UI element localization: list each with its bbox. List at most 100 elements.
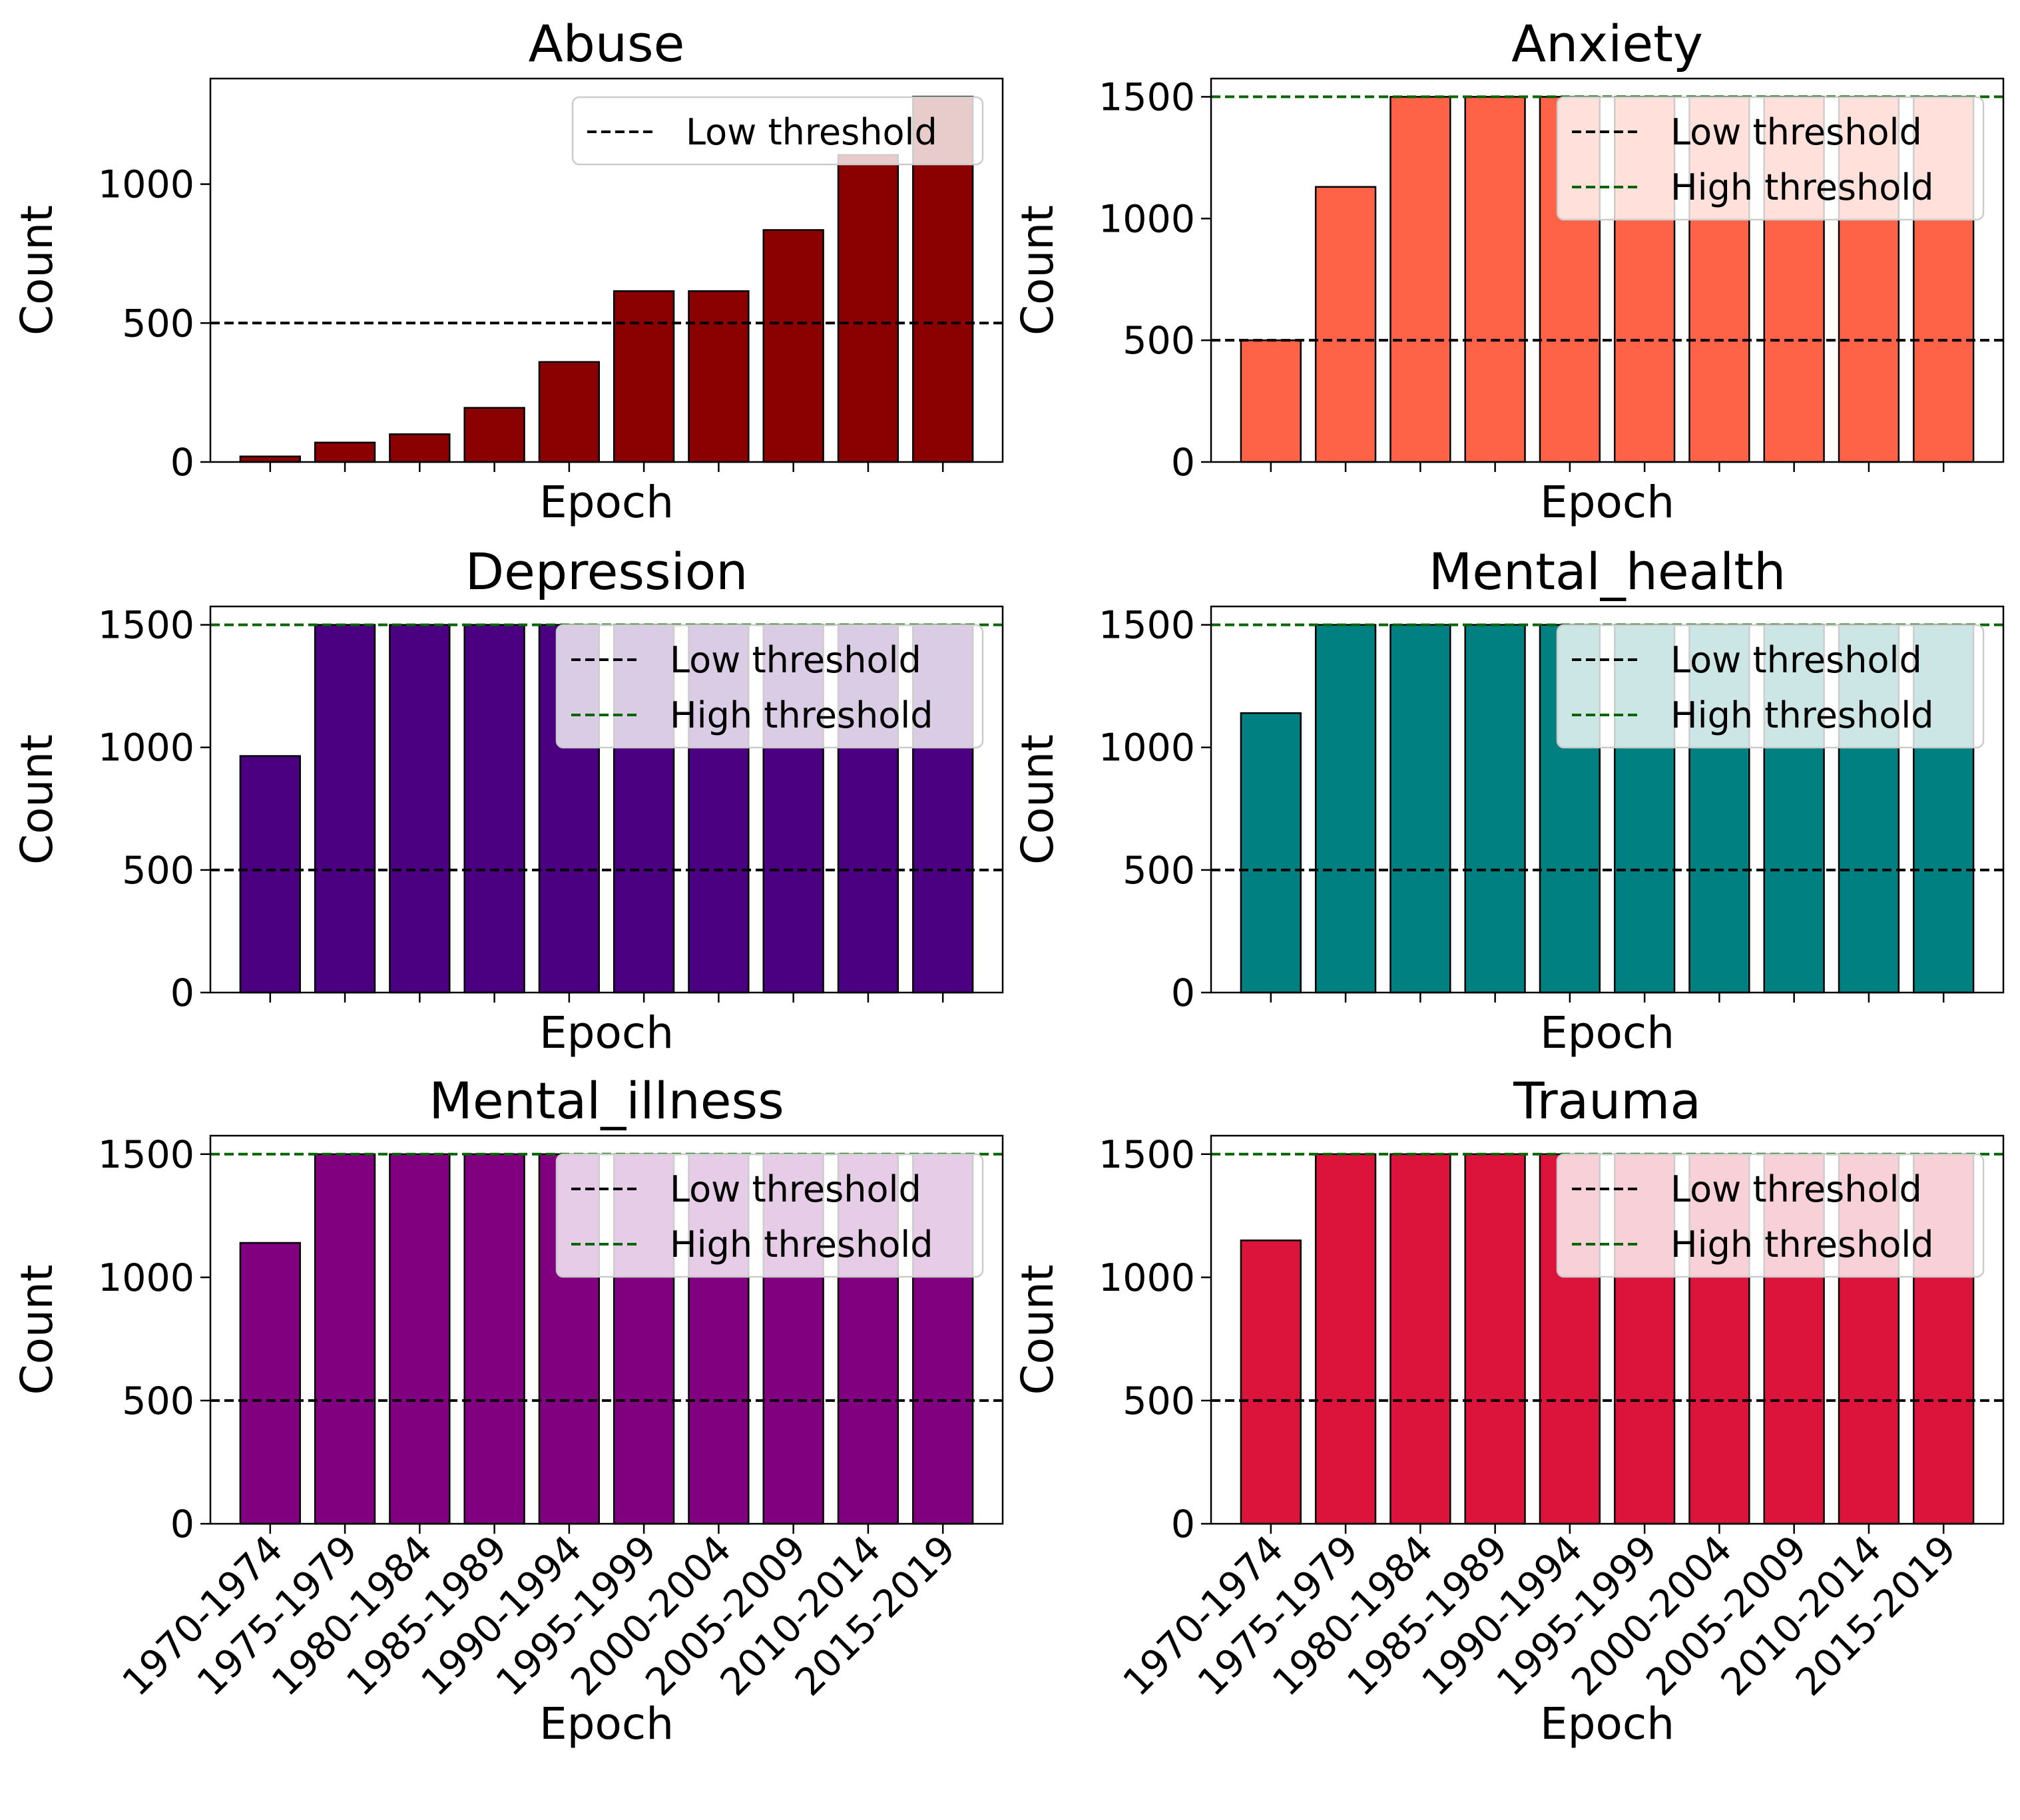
subplot-depression: Depression 0 500 1000 1500 Epoch Count Low thre… xyxy=(11,542,1004,1058)
plot-frame xyxy=(209,1134,1004,1525)
legend: Low threshold High threshold xyxy=(1556,624,1985,749)
bar-1970-1974 xyxy=(239,1242,301,1525)
y-tick-label: 1500 xyxy=(1099,1133,1195,1177)
y-axis-label: Count xyxy=(11,1264,63,1395)
plot-frame xyxy=(209,77,1004,463)
legend: Low threshold High threshold xyxy=(555,624,984,749)
chart-title: Abuse xyxy=(529,14,685,73)
bar-1970-1974 xyxy=(239,755,301,994)
legend-box xyxy=(1556,1153,1985,1278)
y-axis-label: Count xyxy=(11,734,63,865)
bar-1995-1999 xyxy=(613,290,675,463)
legend: Low threshold High threshold xyxy=(555,1153,984,1278)
bar-1990-1994 xyxy=(538,361,601,463)
y-tick-label: 0 xyxy=(170,971,194,1015)
bar-1980-1984 xyxy=(389,433,451,463)
bar-1970-1974 xyxy=(1240,712,1302,994)
bar-1985-1989 xyxy=(463,407,525,463)
subplot-trauma: Trauma0500100015001970-19741975-19791980… xyxy=(1012,1071,2005,1749)
plot-frame xyxy=(1210,77,2005,463)
y-tick-label: 0 xyxy=(170,441,194,485)
subplot-abuse: Abuse 0 500 1000 Epoch Count Low threshold xyxy=(11,14,1004,528)
y-tick-label: 1500 xyxy=(98,1133,194,1177)
legend-entry-low-threshold: Low threshold xyxy=(670,1168,921,1210)
legend-box xyxy=(571,96,984,166)
y-tick-label: 1500 xyxy=(98,604,194,648)
legend-entry-high-threshold: High threshold xyxy=(1670,694,1934,736)
legend-entry-high-threshold: High threshold xyxy=(1670,1224,1934,1265)
legend: Low threshold High threshold xyxy=(1556,1153,1985,1278)
legend-entry-low-threshold: Low threshold xyxy=(1670,111,1922,153)
legend: Low threshold High threshold xyxy=(1556,96,1985,221)
bar-1970-1974 xyxy=(1240,1240,1302,1525)
bar-1980-1984 xyxy=(1389,96,1451,463)
chart-title: Depression xyxy=(465,542,748,601)
x-axis-label: Epoch xyxy=(539,477,674,528)
legend-entry-low-threshold: Low threshold xyxy=(1670,639,1922,681)
y-tick-label: 1500 xyxy=(1099,604,1195,648)
subplot-mental-health: Mental_health 0 500 1000 1500 Epoch Count Low t… xyxy=(1012,542,2005,1058)
chart-title: Anxiety xyxy=(1511,14,1703,73)
y-tick-label: 1500 xyxy=(1099,75,1195,119)
y-tick-label: 1000 xyxy=(1099,726,1195,770)
y-tick-label: 0 xyxy=(1171,1502,1195,1546)
bar-1985-1989 xyxy=(1464,624,1526,994)
chart-title: Trauma xyxy=(1513,1071,1701,1130)
x-axis-label: Epoch xyxy=(1540,477,1674,528)
y-tick-label: 500 xyxy=(122,1379,194,1423)
chart-title: Mental_health xyxy=(1429,542,1786,601)
y-tick-label: 1000 xyxy=(98,1256,194,1300)
bar-1970-1974 xyxy=(239,455,301,463)
bar-1985-1989 xyxy=(463,1153,525,1525)
bar-1985-1989 xyxy=(463,624,525,994)
y-axis-label: Count xyxy=(1012,205,1063,336)
plot-frame xyxy=(1210,1134,2005,1525)
y-tick-label: 500 xyxy=(122,849,194,893)
y-tick-label: 0 xyxy=(1171,441,1195,485)
y-tick-label: 0 xyxy=(170,1502,194,1546)
bar-1975-1979 xyxy=(1314,1153,1377,1525)
legend-entry-high-threshold: High threshold xyxy=(670,1224,933,1265)
plot-frame xyxy=(1210,605,2005,994)
bar-1970-1974 xyxy=(1240,339,1302,463)
bar-2000-2004 xyxy=(688,290,750,463)
plot-frame xyxy=(209,605,1004,994)
bar-1975-1979 xyxy=(1314,624,1377,994)
y-tick-label: 500 xyxy=(1123,319,1195,363)
y-tick-label: 1000 xyxy=(1099,197,1195,241)
bar-1985-1989 xyxy=(1464,96,1526,463)
subplot-anxiety: Anxiety 0 500 1000 1500 Epoch Count Low thresho… xyxy=(1012,14,2005,528)
y-axis-label: Count xyxy=(11,205,63,336)
bar-1975-1979 xyxy=(1314,186,1377,463)
x-axis-label: Epoch xyxy=(539,1698,674,1749)
y-tick-label: 0 xyxy=(1171,971,1195,1015)
y-tick-label: 500 xyxy=(1123,849,1195,893)
legend-entry-high-threshold: High threshold xyxy=(670,694,933,736)
bar-2010-2014 xyxy=(837,154,899,463)
y-tick-label: 500 xyxy=(122,302,194,345)
x-axis-label: Epoch xyxy=(1540,1698,1674,1749)
legend-box xyxy=(1556,96,1985,221)
bar-1975-1979 xyxy=(314,441,376,463)
y-tick-label: 1000 xyxy=(98,163,194,207)
y-tick-label: 500 xyxy=(1123,1379,1195,1423)
legend: Low threshold xyxy=(571,96,984,166)
legend-entry-low-threshold: Low threshold xyxy=(670,639,921,681)
y-axis-label: Count xyxy=(1012,1264,1063,1395)
legend-entry-low-threshold: Low threshold xyxy=(686,111,937,153)
legend-box xyxy=(1556,624,1985,749)
chart-title: Mental_illness xyxy=(429,1071,784,1130)
bar-1975-1979 xyxy=(314,624,376,994)
legend-entry-low-threshold: Low threshold xyxy=(1670,1168,1922,1210)
y-tick-label: 1000 xyxy=(98,726,194,770)
subplot-mental-illness: Mental_illness0500100015001970-19741975-… xyxy=(11,1071,1004,1749)
x-axis-label: Epoch xyxy=(539,1007,674,1058)
bar-2005-2009 xyxy=(762,229,824,463)
y-axis-label: Count xyxy=(1012,734,1063,865)
bar-1980-1984 xyxy=(389,1153,451,1525)
x-axis-label: Epoch xyxy=(1540,1007,1674,1058)
bar-1980-1984 xyxy=(1389,624,1451,994)
legend-box xyxy=(555,624,984,749)
y-tick-label: 1000 xyxy=(1099,1256,1195,1300)
